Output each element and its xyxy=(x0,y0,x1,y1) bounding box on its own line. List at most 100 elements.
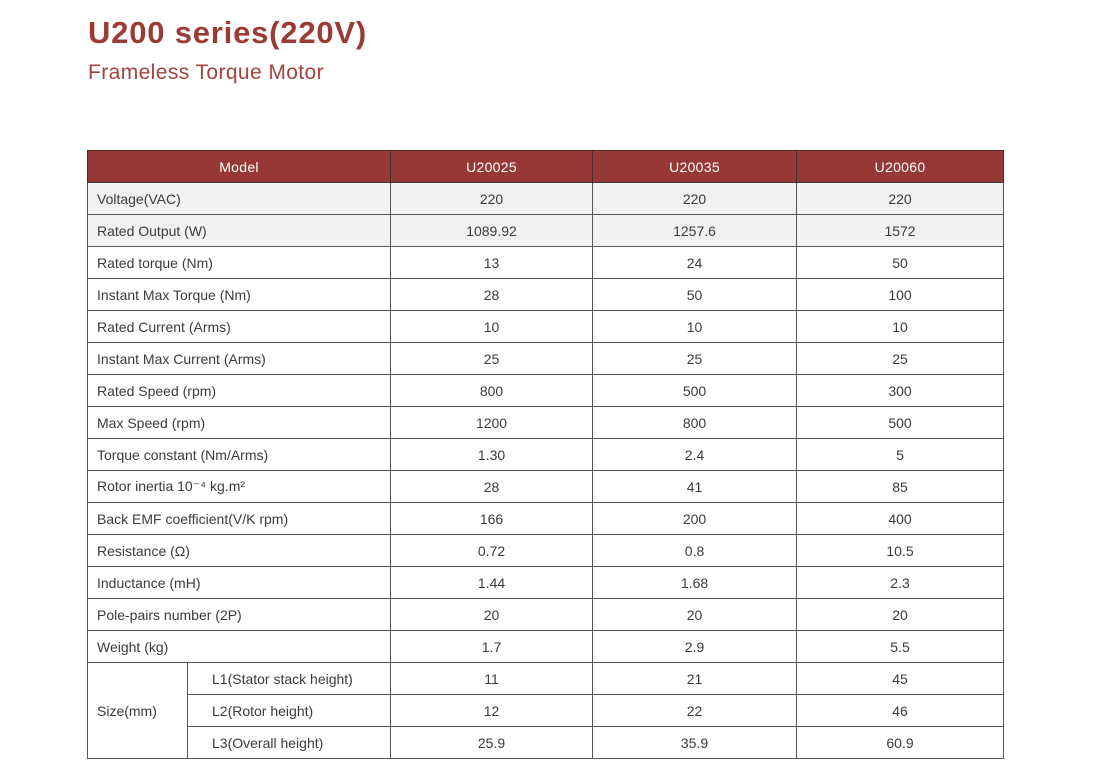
spec-value: 25 xyxy=(390,342,594,375)
spec-label: Weight (kg) xyxy=(86,630,392,663)
header-column-u20035: U20035 xyxy=(592,150,798,183)
spec-value: 28 xyxy=(390,278,594,311)
spec-label: Torque constant (Nm/Arms) xyxy=(86,438,392,471)
spec-value: 46 xyxy=(796,694,1005,727)
table-row: Back EMF coefficient(V/K rpm) 166 200 40… xyxy=(86,502,1005,535)
spec-value: 1.30 xyxy=(390,438,594,471)
spec-value: 220 xyxy=(390,182,594,215)
header-model-label: Model xyxy=(86,150,392,183)
table-row: Voltage(VAC) 220 220 220 xyxy=(86,182,1005,215)
spec-value: 220 xyxy=(592,182,798,215)
spec-value: 45 xyxy=(796,662,1005,695)
spec-label: Max Speed (rpm) xyxy=(86,406,392,439)
spec-value: 22 xyxy=(592,694,798,727)
table-row-size-l3: L3(Overall height) 25.9 35.9 60.9 xyxy=(88,726,1005,759)
spec-table-container: Model U20025 U20035 U20060 Voltage(VAC) … xyxy=(86,150,1005,759)
header-column-u20060: U20060 xyxy=(796,150,1005,183)
spec-value: 5 xyxy=(796,438,1005,471)
spec-value: 2.3 xyxy=(796,566,1005,599)
spec-value: 28 xyxy=(390,470,594,503)
spec-label: Rated Speed (rpm) xyxy=(86,374,392,407)
page-title: U200 series(220V) xyxy=(88,15,368,50)
spec-value: 25 xyxy=(796,342,1005,375)
size-sub-label: L3(Overall height) xyxy=(186,726,392,759)
spec-value: 10 xyxy=(796,310,1005,343)
size-sub-label: L1(Stator stack height) xyxy=(186,662,392,695)
spec-value: 10.5 xyxy=(796,534,1005,567)
spec-value: 500 xyxy=(796,406,1005,439)
spec-value: 0.72 xyxy=(390,534,594,567)
spec-label: Pole-pairs number (2P) xyxy=(86,598,392,631)
spec-label: Voltage(VAC) xyxy=(86,182,392,215)
spec-value: 1.44 xyxy=(390,566,594,599)
spec-value: 200 xyxy=(592,502,798,535)
spec-label: Instant Max Current (Arms) xyxy=(86,342,392,375)
spec-value: 2.9 xyxy=(592,630,798,663)
table-row: Rotor inertia 10⁻⁴ kg.m² 28 41 85 xyxy=(86,470,1005,503)
table-row: Instant Max Current (Arms) 25 25 25 xyxy=(86,342,1005,375)
table-row: Rated torque (Nm) 13 24 50 xyxy=(86,246,1005,279)
spec-value: 0.8 xyxy=(592,534,798,567)
spec-value: 50 xyxy=(592,278,798,311)
spec-label: Back EMF coefficient(V/K rpm) xyxy=(86,502,392,535)
size-sub-label: L2(Rotor height) xyxy=(186,694,392,727)
table-row: Rated Output (W) 1089.92 1257.6 1572 xyxy=(86,214,1005,247)
spec-value: 220 xyxy=(796,182,1005,215)
spec-value: 10 xyxy=(390,310,594,343)
spec-value: 11 xyxy=(390,662,594,695)
spec-value: 400 xyxy=(796,502,1005,535)
spec-label: Inductance (mH) xyxy=(86,566,392,599)
table-row: Rated Speed (rpm) 800 500 300 xyxy=(86,374,1005,407)
table-row: Resistance (Ω) 0.72 0.8 10.5 xyxy=(86,534,1005,567)
spec-value: 1572 xyxy=(796,214,1005,247)
spec-value: 21 xyxy=(592,662,798,695)
spec-value: 5.5 xyxy=(796,630,1005,663)
table-row: Inductance (mH) 1.44 1.68 2.3 xyxy=(86,566,1005,599)
table-row: Rated Current (Arms) 10 10 10 xyxy=(86,310,1005,343)
spec-value: 85 xyxy=(796,470,1005,503)
spec-label: Rated Current (Arms) xyxy=(86,310,392,343)
spec-value: 20 xyxy=(592,598,798,631)
spec-value: 1.7 xyxy=(390,630,594,663)
spec-table: Model U20025 U20035 U20060 Voltage(VAC) … xyxy=(86,150,1005,759)
table-row: Max Speed (rpm) 1200 800 500 xyxy=(86,406,1005,439)
table-row-size-l1: Size(mm) L1(Stator stack height) 11 21 4… xyxy=(87,662,1005,759)
spec-value: 12 xyxy=(390,694,594,727)
table-row: Instant Max Torque (Nm) 28 50 100 xyxy=(86,278,1005,311)
spec-value: 2.4 xyxy=(592,438,798,471)
spec-value: 60.9 xyxy=(796,726,1005,759)
spec-label: Resistance (Ω) xyxy=(86,534,392,567)
spec-value: 20 xyxy=(390,598,594,631)
spec-label: Rotor inertia 10⁻⁴ kg.m² xyxy=(86,470,392,503)
spec-value: 800 xyxy=(592,406,798,439)
spec-value: 25.9 xyxy=(390,726,594,759)
spec-value: 1.68 xyxy=(592,566,798,599)
spec-label: Instant Max Torque (Nm) xyxy=(86,278,392,311)
table-row: Weight (kg) 1.7 2.9 5.5 xyxy=(86,630,1005,663)
spec-value: 10 xyxy=(592,310,798,343)
title-block: U200 series(220V) Frameless Torque Motor xyxy=(88,14,367,85)
spec-value: 41 xyxy=(592,470,798,503)
table-row: Torque constant (Nm/Arms) 1.30 2.4 5 xyxy=(86,438,1005,471)
spec-label: Rated torque (Nm) xyxy=(86,246,392,279)
spec-value: 20 xyxy=(796,598,1005,631)
spec-value: 13 xyxy=(390,246,594,279)
header-column-u20025: U20025 xyxy=(390,150,594,183)
spec-value: 1200 xyxy=(390,406,594,439)
table-header-row: Model U20025 U20035 U20060 xyxy=(86,150,1005,183)
table-row: Pole-pairs number (2P) 20 20 20 xyxy=(86,598,1005,631)
spec-value: 500 xyxy=(592,374,798,407)
spec-value: 50 xyxy=(796,246,1005,279)
spec-value: 800 xyxy=(390,374,594,407)
spec-value: 25 xyxy=(592,342,798,375)
page-subtitle: Frameless Torque Motor xyxy=(88,60,324,84)
spec-label: Rated Output (W) xyxy=(86,214,392,247)
spec-value: 1089.92 xyxy=(390,214,594,247)
spec-value: 300 xyxy=(796,374,1005,407)
table-row-size-l2: L2(Rotor height) 12 22 46 xyxy=(88,694,1005,727)
size-group-label: Size(mm) xyxy=(87,662,188,759)
spec-value: 100 xyxy=(796,278,1005,311)
spec-value: 166 xyxy=(390,502,594,535)
spec-value: 35.9 xyxy=(592,726,798,759)
